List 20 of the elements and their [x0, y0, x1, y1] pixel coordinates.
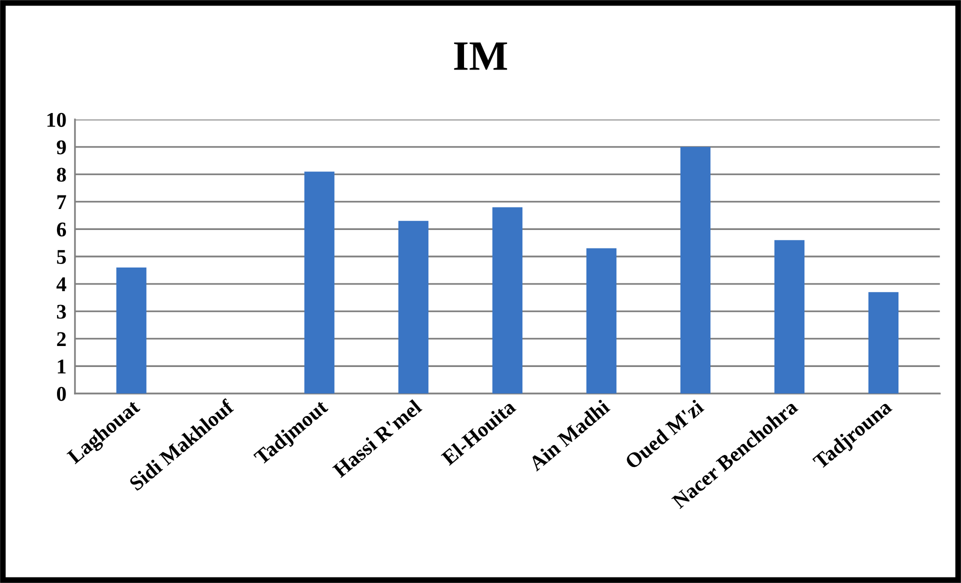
y-tick-label: 10	[47, 112, 66, 127]
y-tick-label: 8	[56, 168, 66, 182]
bar	[774, 240, 804, 394]
y-tick-label: 3	[56, 304, 66, 319]
y-tick-label: 4	[56, 277, 66, 292]
bar	[586, 248, 616, 394]
bar	[398, 220, 428, 394]
y-tick-label: 7	[57, 195, 66, 209]
bar	[868, 292, 898, 394]
bar	[680, 146, 710, 394]
y-tick-label: 0	[57, 386, 66, 401]
y-tick-label: 5	[57, 250, 66, 264]
chart-title: IM	[454, 42, 508, 70]
bar	[116, 267, 146, 394]
y-tick-label: 9	[56, 140, 66, 154]
y-tick-label: 1	[58, 360, 66, 374]
bar	[492, 207, 522, 394]
y-tick-label: 2	[57, 332, 66, 346]
y-tick-label: 6	[56, 222, 66, 237]
bar	[304, 172, 334, 394]
